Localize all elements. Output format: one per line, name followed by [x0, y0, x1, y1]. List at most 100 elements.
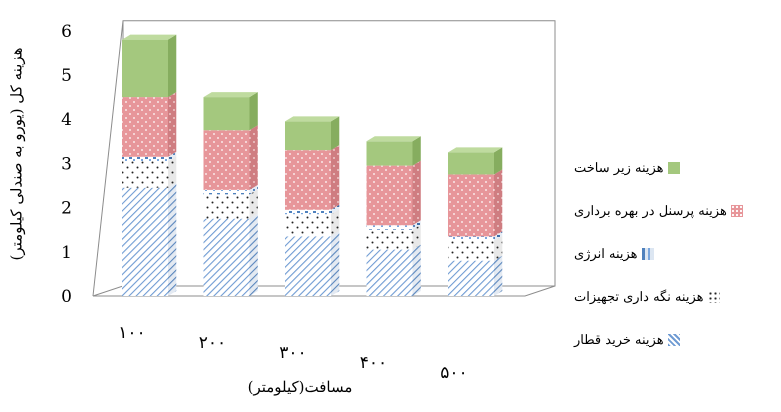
bar-segment [203, 125, 258, 190]
bar-segment [122, 92, 177, 157]
bar-segment-side [331, 204, 340, 215]
x-tick-label: ۵۰۰ [440, 363, 467, 383]
legend-label: هزینه زیر ساخت [574, 160, 664, 176]
bar-segment-front [122, 156, 168, 162]
bar-segment-side [331, 145, 340, 210]
legend-item: هزینه خرید قطار [574, 330, 774, 350]
x-tick-label: ۴۰۰ [360, 353, 387, 373]
bar-segment-front [203, 97, 250, 131]
legend-label: هزینه خرید قطار [574, 332, 664, 348]
bar-segment-front [203, 218, 250, 296]
legend-swatch [667, 162, 680, 174]
y-tick-label: 5 [61, 66, 72, 86]
bar-segment-side [249, 213, 258, 296]
bar-segment [366, 244, 421, 296]
bar-segment-side [331, 231, 340, 296]
y-axis-ticks: 0 1 2 3 4 5 6 [61, 22, 72, 307]
bar-segment-side [412, 136, 421, 166]
bar-segment [203, 213, 258, 296]
bar-segment [203, 189, 258, 219]
bar-segment [448, 231, 503, 241]
legend-label: هزینه نگه داری تجهیزات [574, 289, 704, 305]
bar-segment-front [203, 130, 250, 190]
bar-top-face [122, 34, 177, 40]
bar-segment-front [285, 236, 331, 296]
bar-segment-front [203, 194, 250, 219]
legend-swatch [730, 205, 743, 217]
bar-segment [122, 34, 177, 98]
bar-segment-side [494, 231, 503, 241]
bar-segment [122, 182, 177, 296]
bar-segment-front [285, 214, 331, 237]
bar-segment-front [448, 152, 494, 175]
bar-segment [366, 160, 421, 226]
legend-swatch [667, 334, 680, 346]
bar-segment-side [494, 147, 503, 175]
bar-segment-side [168, 182, 177, 296]
bar-segment-front [203, 189, 250, 195]
y-axis-label-wrap: هزینه کل (یورو به صندلی کیلومتر) [2, 4, 32, 304]
bar-segment-front [122, 187, 168, 296]
side-wall-edge [92, 20, 124, 297]
bar-segment [285, 204, 340, 215]
bar-segment [285, 116, 340, 151]
bar-top-face [448, 147, 503, 153]
legend-item: هزینه انرژی [574, 244, 774, 264]
legend-swatch [641, 248, 654, 260]
bar-segment [285, 231, 340, 296]
bar-segment-side [331, 116, 340, 151]
bar-segment-side [494, 235, 503, 261]
bar-segment-side [412, 224, 421, 250]
bar-segment-front [448, 174, 494, 237]
bar-segment-side [168, 151, 177, 162]
y-axis-label: هزینه کل (یورو به صندلی کیلومتر) [8, 47, 27, 261]
x-tick-label: ۲۰۰ [199, 333, 226, 353]
bar-segment [285, 145, 340, 210]
legend-label: هزینه پرسنل در بهره برداری [574, 203, 727, 219]
bar-segment-side [249, 92, 258, 131]
bar-segment-side [494, 169, 503, 237]
bar-segment-front [448, 240, 494, 261]
bar-segment-side [412, 244, 421, 296]
bar-segment [366, 136, 421, 166]
y-tick-label: 6 [61, 22, 72, 42]
bar-segment-front [285, 150, 331, 210]
bar-segment [366, 220, 421, 230]
x-tick-label: ۱۰۰ [118, 323, 145, 343]
bar-stacks [122, 34, 503, 296]
bar-segment-front [122, 97, 168, 157]
bar-segment [448, 169, 503, 237]
bar-segment [448, 255, 503, 296]
bar-segment-side [168, 92, 177, 157]
x-tick-label: ۳۰۰ [279, 343, 306, 363]
bar-segment [285, 209, 340, 237]
legend-swatch [707, 291, 720, 303]
x-axis-label: مسافت(کیلومتر) [247, 378, 353, 396]
bar-segment-front [366, 141, 413, 166]
bar-segment-side [249, 125, 258, 190]
bar-segment-front [285, 209, 331, 215]
bar-segment-side [412, 160, 421, 226]
bar-segment-side [168, 34, 177, 98]
bar-segment [122, 156, 177, 188]
bar-segment-front [448, 260, 494, 296]
bar-segment-front [285, 121, 331, 151]
bar-top-face [203, 92, 258, 98]
legend-item: هزینه نگه داری تجهیزات [574, 287, 774, 307]
bar-segment [122, 151, 177, 162]
y-tick-label: 2 [61, 199, 72, 219]
bar-segment-side [494, 255, 503, 296]
bar-segment-front [366, 165, 413, 226]
bar-segment-front [366, 249, 413, 296]
y-tick-label: 3 [61, 154, 72, 174]
bar-segment-side [331, 209, 340, 237]
legend-item: هزینه زیر ساخت [574, 158, 774, 178]
bar-segment [203, 92, 258, 131]
bar-segment-side [249, 184, 258, 195]
bar-segment [366, 224, 421, 250]
bar-top-face [366, 136, 421, 142]
bar-segment-front [448, 236, 494, 241]
bar-segment-front [366, 225, 413, 230]
bar-segment [448, 147, 503, 175]
